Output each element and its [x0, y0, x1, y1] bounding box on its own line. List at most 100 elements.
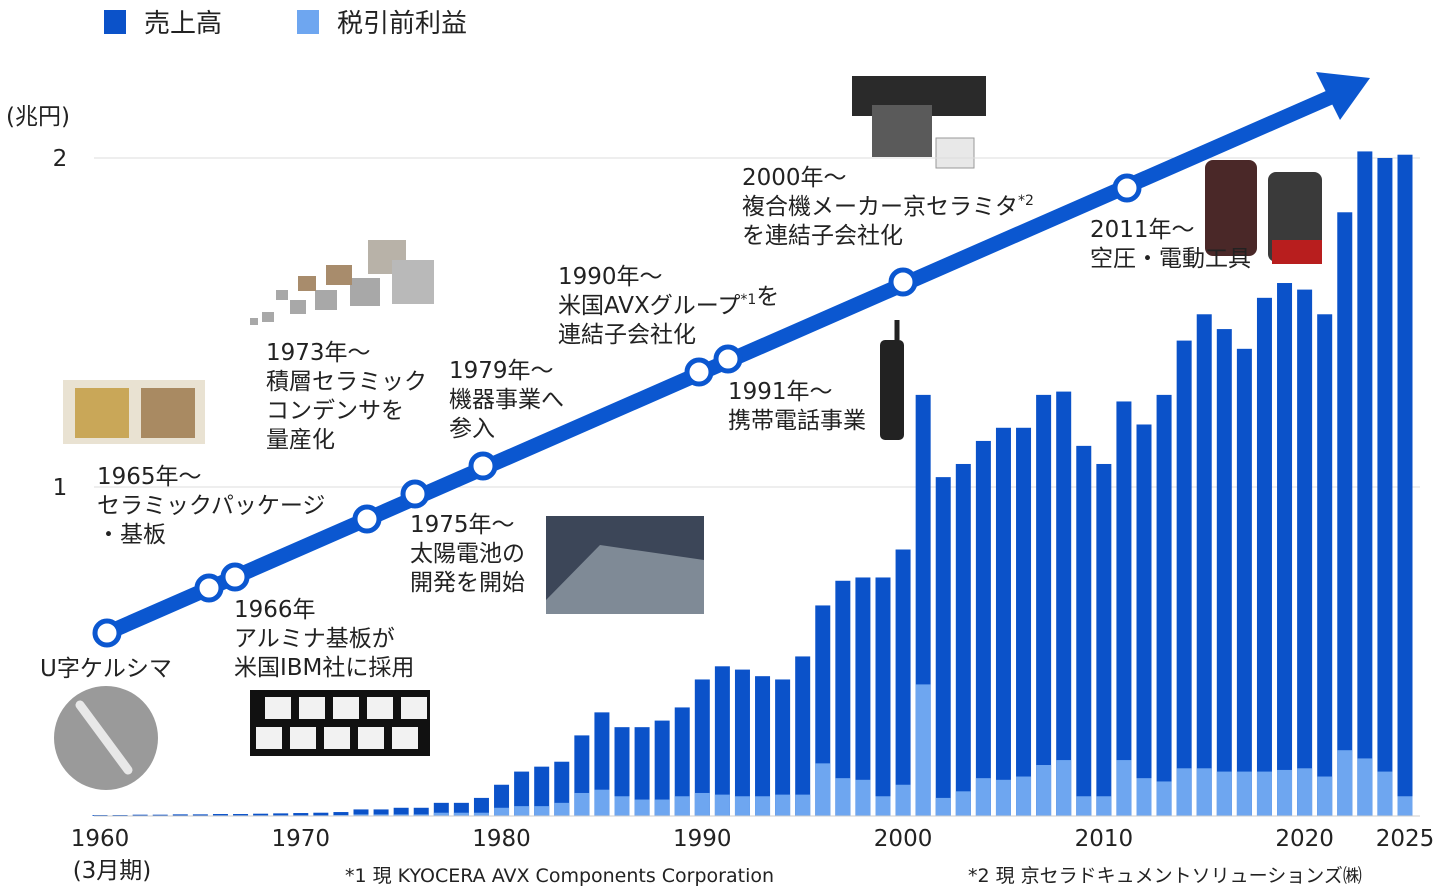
bar: [1317, 776, 1333, 816]
annotation-line: 複合機メーカー京セラミタ*2: [742, 193, 1034, 220]
bar: [775, 679, 791, 816]
bar: [1136, 778, 1152, 816]
legend: 売上高 税引前利益: [104, 9, 467, 39]
bar: [1297, 289, 1313, 817]
bar: [1377, 158, 1393, 816]
y-tick-label: 2: [53, 146, 68, 172]
photo-detail: [75, 700, 133, 775]
annotation-line: 米国IBM社に採用: [234, 655, 414, 681]
photo-detail: [872, 105, 932, 157]
bar: [1016, 427, 1032, 816]
annotation-line: アルミナ基板が: [234, 626, 395, 652]
y-tick-label: 1: [53, 475, 68, 501]
legend-label: 売上高: [144, 9, 222, 39]
annotation-line: 空圧・電動工具: [1090, 246, 1251, 272]
bar: [1277, 283, 1293, 816]
annotation-text: 複合機メーカー京セラミタ: [742, 194, 1018, 220]
bar: [413, 807, 429, 816]
annotation-line: ・基板: [97, 522, 166, 548]
x-tick-label: 1980: [472, 826, 531, 852]
bar: [172, 814, 188, 816]
photo-capacitors: [250, 240, 434, 325]
bar: [514, 771, 530, 816]
bar: [1176, 340, 1192, 816]
bar: [413, 814, 429, 816]
bar: [1216, 329, 1232, 816]
bar: [293, 813, 309, 816]
bar: [1236, 348, 1252, 816]
bar: [895, 784, 911, 816]
bar: [955, 463, 971, 816]
bar: [855, 779, 871, 816]
bar: [1116, 401, 1132, 816]
bar: [212, 814, 228, 816]
bar: [333, 812, 349, 816]
bar: [1136, 424, 1152, 816]
photo-detail: [935, 137, 975, 169]
bar: [393, 814, 409, 816]
annotation-line: U字ケルシマ: [40, 656, 172, 682]
bar: [1156, 394, 1172, 816]
bar: [1196, 768, 1212, 816]
annotation-line: 1965年～: [97, 464, 202, 490]
bar: [995, 779, 1011, 816]
bar: [975, 440, 991, 816]
annotation-line: 量産化: [266, 427, 335, 453]
bar: [734, 669, 750, 816]
annotation-text: 1973年～: [266, 340, 371, 366]
annotation-line: 開発を開始: [410, 570, 525, 596]
annotation-line: を連結子会社化: [742, 223, 903, 249]
bar: [192, 814, 208, 816]
annotation-text: 連結子会社化: [558, 322, 696, 348]
footnote: *1 現 KYOCERA AVX Components Corporation: [345, 865, 774, 887]
bar: [855, 577, 871, 816]
bar: [915, 684, 931, 816]
bar: [1317, 314, 1333, 816]
bar: [975, 778, 991, 816]
legend-swatch: [104, 10, 126, 34]
annotation-line: 米国AVXグループ*1を: [558, 284, 779, 319]
bar: [574, 792, 590, 816]
bar: [634, 727, 650, 816]
bar: [614, 796, 630, 816]
bar: [614, 727, 630, 816]
annotation-line: 太陽電池の: [410, 541, 525, 567]
timeline: [92, 72, 1370, 648]
bar: [152, 814, 168, 816]
bar: [654, 799, 670, 816]
bar: [755, 676, 771, 816]
bar: [353, 809, 369, 816]
bar: [313, 812, 329, 816]
bar: [955, 791, 971, 816]
annotation-text: 開発を開始: [410, 570, 525, 596]
annotation-text: 1991年～: [728, 379, 833, 405]
annotation-text: コンデンサを: [266, 398, 404, 424]
annotation-text: 1990年～: [558, 264, 663, 290]
x-tick-label: 2020: [1275, 826, 1334, 852]
annotation-line: 1991年～: [728, 379, 833, 405]
bar: [393, 807, 409, 816]
annotation-line: 機器事業へ: [449, 387, 564, 413]
photo-detail: [1272, 240, 1322, 264]
bar: [1297, 768, 1313, 816]
x-tick-label: 1960: [71, 826, 130, 852]
annotation-line: 携帯電話事業: [728, 408, 866, 434]
annotation-line: セラミックパッケージ: [97, 493, 325, 519]
photo-phone: [880, 340, 904, 440]
annotation-line: 1973年～: [266, 340, 371, 366]
bar: [694, 679, 710, 816]
bar: [1357, 151, 1373, 817]
x-tick-label: 2025: [1376, 826, 1435, 852]
annotation-text: 2011年～: [1090, 217, 1195, 243]
annotation-text: アルミナ基板が: [234, 626, 395, 652]
annotation-text: 太陽電池の: [410, 541, 525, 567]
bar: [875, 577, 891, 816]
photo-tool: [1268, 172, 1322, 262]
bar: [373, 814, 389, 816]
bar: [253, 813, 269, 816]
bar: [1256, 297, 1272, 816]
bar: [433, 812, 449, 816]
photo-tool: [1205, 160, 1257, 256]
bar: [714, 666, 730, 816]
bar: [1236, 771, 1252, 816]
